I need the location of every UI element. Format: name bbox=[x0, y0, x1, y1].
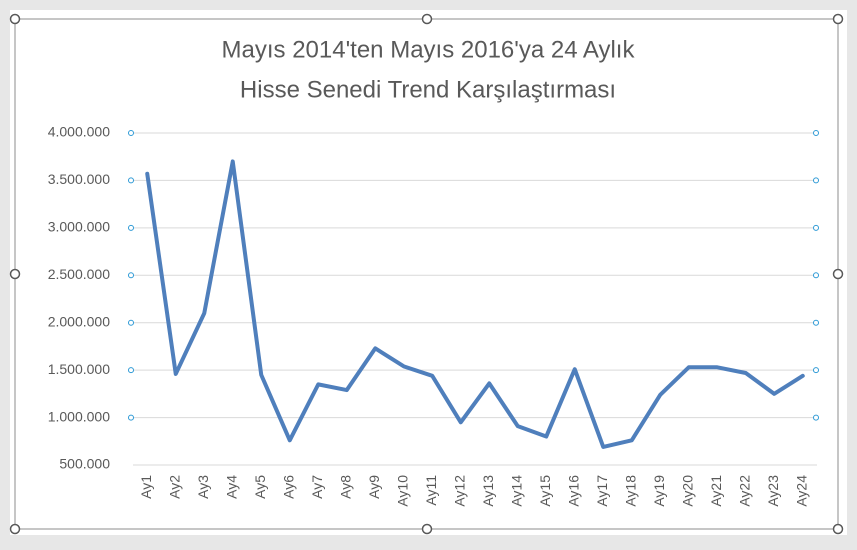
gridline-handle bbox=[128, 367, 134, 374]
x-tick-label: Ay13 bbox=[480, 475, 496, 507]
x-tick-label: Ay4 bbox=[223, 475, 239, 499]
x-tick-label: Ay2 bbox=[166, 475, 182, 499]
x-tick-label: Ay17 bbox=[594, 475, 610, 507]
x-tick-label: Ay20 bbox=[679, 475, 695, 507]
gridline-handle bbox=[813, 177, 819, 184]
chart-area bbox=[10, 10, 847, 535]
x-tick-label: Ay5 bbox=[252, 475, 268, 499]
y-tick-label: 4.000.000 bbox=[48, 124, 110, 140]
y-tick-label: 2.500.000 bbox=[48, 266, 110, 282]
x-tick-label: Ay12 bbox=[451, 475, 467, 507]
x-tick-label: Ay1 bbox=[138, 475, 154, 499]
gridline-handle bbox=[128, 130, 134, 136]
x-tick-label: Ay18 bbox=[622, 475, 638, 507]
x-tick-label: Ay21 bbox=[708, 475, 724, 507]
x-tick-label: Ay9 bbox=[366, 475, 382, 499]
gridline-handle bbox=[813, 319, 819, 326]
y-tick-label: 1.000.000 bbox=[48, 408, 110, 424]
x-tick-label: Ay24 bbox=[793, 475, 809, 507]
x-tick-label: Ay3 bbox=[195, 475, 211, 499]
y-tick-label: 1.500.000 bbox=[48, 361, 110, 377]
x-tick-label: Ay14 bbox=[508, 475, 524, 507]
y-tick-label: 500.000 bbox=[59, 456, 110, 472]
chart-title: Hisse Senedi Trend Karşılaştırması bbox=[240, 76, 616, 103]
y-tick-label: 2.000.000 bbox=[48, 313, 110, 329]
gridline-handle bbox=[128, 177, 134, 184]
gridline-handle bbox=[813, 130, 819, 136]
chart-title: Mayıs 2014'ten Mayıs 2016'ya 24 Aylık bbox=[222, 36, 636, 63]
y-tick-label: 3.500.000 bbox=[48, 171, 110, 187]
x-tick-label: Ay8 bbox=[337, 475, 353, 499]
x-tick-label: Ay7 bbox=[309, 475, 325, 499]
x-tick-label: Ay6 bbox=[280, 475, 296, 499]
x-tick-label: Ay15 bbox=[537, 475, 553, 507]
data-line bbox=[145, 159, 805, 449]
gridline-handle bbox=[128, 319, 134, 326]
resize-handles[interactable] bbox=[9, 13, 844, 535]
x-tick-label: Ay23 bbox=[765, 475, 781, 507]
y-tick-label: 3.000.000 bbox=[48, 219, 110, 235]
gridline-handle bbox=[813, 272, 819, 279]
gridline-handle bbox=[128, 272, 134, 279]
gridline-handle bbox=[813, 224, 819, 231]
gridline-handle bbox=[128, 414, 134, 421]
gridline-handle bbox=[128, 224, 134, 231]
x-tick-label: Ay10 bbox=[394, 475, 410, 507]
x-tick-label: Ay16 bbox=[565, 475, 581, 507]
x-tick-label: Ay19 bbox=[651, 475, 667, 507]
gridline-handle bbox=[813, 414, 819, 421]
gridline-handle bbox=[813, 367, 819, 374]
x-tick-label: Ay22 bbox=[736, 475, 752, 507]
x-tick-label: Ay11 bbox=[423, 475, 439, 506]
